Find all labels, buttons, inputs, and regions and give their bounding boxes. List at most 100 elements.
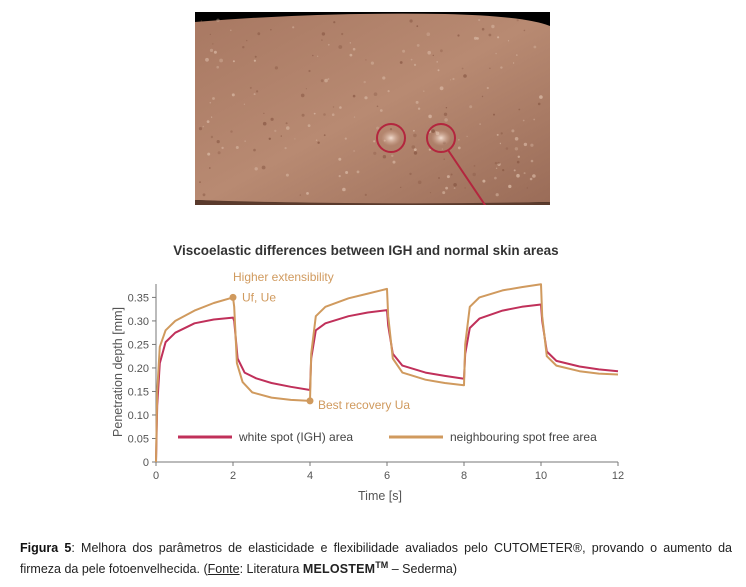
freckle-dot xyxy=(257,32,261,36)
freckle-dot xyxy=(286,126,290,130)
freckle-dot xyxy=(507,40,510,42)
freckle-dot xyxy=(261,165,266,170)
freckle-dot xyxy=(494,176,497,180)
freckle-dot xyxy=(327,78,330,80)
freckle-dot xyxy=(315,139,318,141)
freckle-dot xyxy=(416,44,420,47)
freckle-dot xyxy=(497,161,500,165)
freckle-dot xyxy=(211,116,213,118)
freckle-dot xyxy=(499,142,502,145)
freckle-dot xyxy=(514,147,519,151)
freckle-dot xyxy=(481,27,485,31)
freckle-dot xyxy=(232,60,235,63)
chart-annotations: Higher extensibility Uf, Ue Best recovery … xyxy=(229,270,410,412)
y-tick-label: 0.35 xyxy=(128,292,149,304)
freckle-dot xyxy=(423,90,425,92)
chart-series xyxy=(155,283,619,463)
freckle-dot xyxy=(500,132,503,135)
x-tick-label: 6 xyxy=(384,470,390,482)
freckle-dot xyxy=(344,137,347,140)
freckle-dot xyxy=(199,181,201,184)
y-tick-label: 0.25 xyxy=(128,339,149,351)
skin-photo xyxy=(195,12,550,205)
freckle-dot xyxy=(331,113,335,116)
freckle-dot xyxy=(464,187,466,189)
freckle-dot xyxy=(482,179,486,183)
x-tick-label: 0 xyxy=(153,470,159,482)
series-line-normal xyxy=(155,283,619,463)
freckle-dot xyxy=(411,145,416,149)
freckle-dot xyxy=(413,148,417,152)
legend-label-igh: white spot (IGH) area xyxy=(238,430,353,444)
freckle-dot xyxy=(376,105,379,108)
freckle-dot xyxy=(202,193,206,197)
annotation-higher-extensibility: Higher extensibility xyxy=(233,270,334,284)
caption-brand: MELOSTEM xyxy=(302,562,376,577)
freckle-dot xyxy=(444,118,448,122)
freckle-dot xyxy=(446,175,450,179)
freckle-dot xyxy=(306,192,309,195)
freckle-dot xyxy=(516,173,520,178)
x-axis-label: Time [s] xyxy=(358,489,402,503)
freckle-dot xyxy=(413,151,418,155)
freckle-dot xyxy=(452,77,455,81)
freckle-dot xyxy=(478,18,481,22)
freckle-dot xyxy=(230,29,232,32)
freckle-dot xyxy=(210,135,214,139)
freckle-dot xyxy=(263,112,265,114)
freckle-dot xyxy=(511,129,515,133)
freckle-dot xyxy=(537,102,541,106)
freckle-dot xyxy=(320,79,324,83)
caption-trademark: TM xyxy=(375,560,389,570)
freckle-dot xyxy=(209,48,214,53)
freckle-dot xyxy=(230,130,233,133)
freckle-dot xyxy=(426,32,431,36)
x-tick-label: 12 xyxy=(612,470,624,482)
series-line-igh xyxy=(155,303,619,463)
freckle-dot xyxy=(522,119,525,122)
freckle-dot xyxy=(516,54,518,56)
freckle-dot xyxy=(349,53,353,57)
freckle-dot xyxy=(294,138,296,140)
freckle-dot xyxy=(472,172,476,177)
freckle-dot xyxy=(496,133,499,136)
freckle-dot xyxy=(268,137,271,140)
freckle-dot xyxy=(473,36,478,40)
freckle-dot xyxy=(213,50,217,54)
freckle-dot xyxy=(216,65,219,69)
freckle-dot xyxy=(529,177,533,181)
freckle-dot xyxy=(513,169,516,172)
freckle-dot xyxy=(338,157,342,161)
freckle-dot xyxy=(301,113,305,117)
freckle-dot xyxy=(523,29,526,32)
freckle-dot xyxy=(292,26,295,29)
freckle-dot xyxy=(321,39,323,41)
freckle-dot xyxy=(429,192,432,194)
freckle-dot xyxy=(364,96,368,100)
freckle-dot xyxy=(416,25,419,28)
freckle-dot xyxy=(373,151,377,155)
freckle-dot xyxy=(353,116,356,118)
freckle-dot xyxy=(516,19,519,22)
freckle-dot xyxy=(274,66,278,70)
freckle-dot xyxy=(202,125,205,128)
freckle-dot xyxy=(376,126,380,130)
freckle-dot xyxy=(488,33,492,37)
freckle-dot xyxy=(198,127,203,131)
freckle-dot xyxy=(502,169,505,172)
freckle-dot xyxy=(249,86,252,89)
freckle-dot xyxy=(413,133,417,138)
freckle-dot xyxy=(212,97,215,100)
freckle-dot xyxy=(473,165,476,167)
freckle-dot xyxy=(219,58,223,63)
caption-text-2: : Literatura xyxy=(239,562,303,577)
freckle-dot xyxy=(513,62,515,64)
freckle-dot xyxy=(363,80,366,84)
freckle-dot xyxy=(476,37,479,40)
freckle-dot xyxy=(323,134,326,137)
freckle-dot xyxy=(270,117,274,121)
freckle-dot xyxy=(495,52,497,55)
freckle-dot xyxy=(491,24,495,29)
freckle-dot xyxy=(253,93,256,96)
freckle-dot xyxy=(353,150,355,152)
